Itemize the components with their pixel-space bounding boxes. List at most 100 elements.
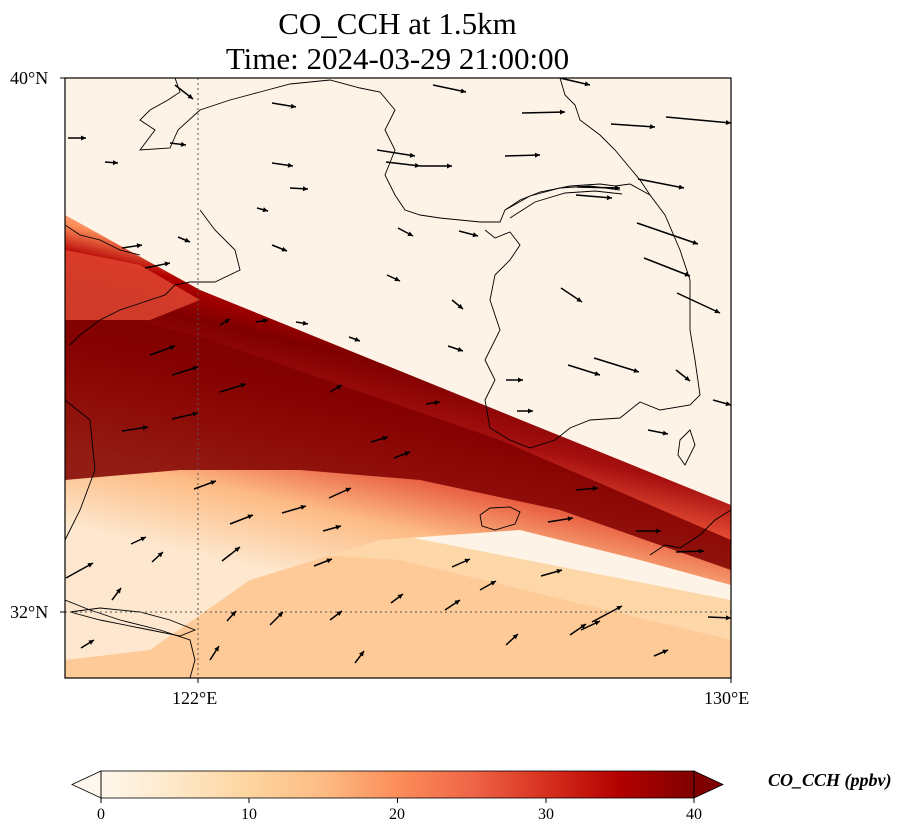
wind-vector-head	[725, 615, 731, 621]
wind-vector	[676, 292, 721, 314]
wind-vector-head	[224, 319, 230, 324]
wind-vector-head	[580, 624, 586, 629]
wind-vector-head	[397, 594, 403, 599]
wind-vector-head	[262, 318, 268, 324]
wind-vector-head	[290, 103, 296, 109]
wind-vector	[432, 84, 467, 93]
wind-vectors	[65, 78, 731, 664]
wind-vector-head	[457, 347, 463, 352]
co-plume-core	[65, 300, 731, 570]
wind-vector	[593, 357, 640, 373]
map-panel	[65, 78, 731, 678]
wind-vector-head	[454, 600, 460, 605]
wind-vector-head	[302, 320, 308, 326]
colorbar	[71, 770, 724, 803]
wind-vector-head	[302, 186, 308, 192]
lat-label-40n: 40°N	[10, 68, 49, 88]
wind-vector-head	[678, 184, 684, 190]
wind-vector-head	[136, 243, 142, 249]
wind-vector	[65, 562, 94, 579]
wind-vector-head	[142, 425, 148, 431]
lon-label-130e: 130°E	[704, 688, 750, 708]
wind-vector-head	[326, 558, 332, 564]
wind-vector-head	[187, 93, 193, 99]
wind-vector-head	[518, 377, 523, 383]
wind-vector-head	[512, 634, 518, 640]
wind-vector-head	[112, 160, 118, 166]
wind-vector	[521, 111, 566, 114]
wind-vector-head	[692, 240, 698, 245]
wind-vector-head	[594, 620, 600, 626]
wind-vector-head	[633, 368, 639, 373]
plume-edge-nw	[65, 250, 200, 320]
wind-vector-head	[725, 401, 731, 407]
wind-vector-head	[404, 451, 410, 457]
wind-vector-head	[616, 606, 622, 611]
map-title-line2: Time: 2024-03-29 21:00:00	[225, 41, 570, 76]
wind-vector-head	[592, 485, 598, 491]
coastlines	[65, 78, 731, 678]
wind-vector	[643, 257, 691, 277]
wind-vector-head	[662, 430, 668, 436]
wind-vector-head	[464, 558, 470, 564]
wind-vector-head	[649, 124, 655, 130]
wind-vector-head	[335, 524, 341, 530]
map-title-line1: CO_CCH at 1.5km	[278, 6, 517, 41]
wind-vector-head	[606, 195, 612, 201]
wind-vector-head	[234, 547, 240, 553]
wind-vector	[385, 161, 421, 167]
wind-vector-head	[140, 536, 146, 542]
wind-vector-head	[336, 385, 342, 390]
wind-vector-head	[594, 371, 600, 376]
colorbar-tick-10: 10	[241, 806, 257, 823]
wind-vector-head	[684, 375, 690, 381]
colorbar-tick-20: 20	[389, 806, 405, 823]
wind-vector-head	[210, 480, 216, 486]
wind-vector-head	[116, 588, 121, 594]
map-frame	[64, 77, 732, 679]
wind-vector-head	[164, 261, 170, 267]
wind-vector	[665, 116, 731, 124]
wind-vector-head	[281, 246, 287, 252]
wind-vector-head	[300, 505, 306, 510]
wind-vector	[575, 194, 613, 199]
wind-vector-head	[409, 152, 415, 158]
wind-vector-head	[277, 612, 283, 618]
wind-vector-head	[382, 436, 388, 441]
wind-vector-head	[354, 336, 360, 342]
wind-vector-head	[576, 297, 582, 302]
wind-vector	[591, 605, 623, 623]
wind-vector	[567, 364, 601, 376]
wind-vector-head	[614, 185, 620, 191]
wind-vector-head	[725, 120, 731, 126]
wind-vector-head	[359, 651, 364, 657]
wind-vector-head	[184, 237, 190, 243]
wind-vector-head	[262, 207, 268, 213]
wind-vector-head	[230, 611, 236, 617]
wind-vector-head	[81, 135, 86, 141]
colorbar-label: CO_CCH (ppbv)	[768, 770, 892, 790]
wind-vector-head	[656, 528, 661, 534]
colorbar-tick-40: 40	[686, 806, 702, 823]
wind-vector-head	[214, 646, 219, 652]
wind-vector-head	[434, 400, 440, 406]
wind-vector-head	[490, 581, 496, 586]
wind-vector-head	[414, 162, 420, 168]
wind-vector-head	[394, 276, 400, 282]
colorbar-tick-0: 0	[97, 806, 105, 823]
wind-vector	[576, 186, 621, 189]
wind-vector-head	[559, 109, 565, 115]
wind-vector-head	[169, 345, 175, 351]
wind-vector-head	[460, 88, 466, 94]
wind-vector-head	[698, 548, 704, 554]
wind-vector-head	[584, 81, 590, 87]
wind-vector-head	[192, 366, 198, 371]
wind-vector-head	[407, 231, 413, 236]
lon-label-122e: 122°E	[172, 688, 218, 708]
wind-vector-head	[457, 303, 463, 309]
wind-vector-head	[180, 141, 186, 147]
wind-vector-head	[336, 611, 342, 616]
wind-vector-head	[157, 552, 163, 558]
wind-vector	[376, 149, 416, 157]
